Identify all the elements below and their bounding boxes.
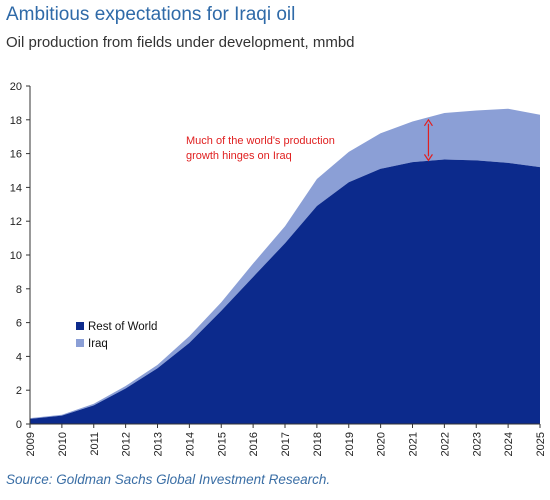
annotation-text: growth hinges on Iraq — [186, 150, 292, 162]
y-tick-label: 2 — [16, 385, 22, 397]
x-tick-label: 2018 — [312, 432, 324, 456]
x-tick-label: 2022 — [439, 432, 451, 456]
y-tick-label: 6 — [16, 318, 22, 330]
y-tick-label: 10 — [10, 250, 22, 262]
y-tick-label: 4 — [16, 351, 22, 363]
annotation-text: Much of the world's production — [186, 135, 335, 147]
x-tick-label: 2009 — [25, 432, 37, 456]
legend-swatch — [76, 339, 84, 347]
x-tick-label: 2023 — [471, 432, 483, 456]
chart-legend: Rest of World Iraq — [76, 321, 157, 350]
x-tick-label: 2019 — [344, 432, 356, 456]
y-tick-label: 16 — [10, 149, 22, 161]
y-tick-label: 0 — [16, 419, 22, 431]
x-tick-label: 2021 — [408, 432, 420, 456]
y-tick-label: 12 — [10, 216, 22, 228]
legend-swatch — [76, 322, 84, 330]
x-tick-label: 2013 — [153, 432, 165, 456]
y-tick-label: 20 — [10, 81, 22, 93]
x-tick-label: 2014 — [184, 432, 196, 456]
x-tick-label: 2016 — [248, 432, 260, 456]
x-tick-label: 2010 — [57, 432, 69, 456]
page-subtitle: Oil production from fields under develop… — [6, 34, 355, 51]
y-tick-label: 14 — [10, 182, 22, 194]
legend-label: Rest of World — [88, 321, 157, 333]
x-tick-label: 2015 — [216, 432, 228, 456]
legend-label: Iraq — [88, 338, 108, 350]
y-tick-label: 18 — [10, 115, 22, 127]
source-note: Source: Goldman Sachs Global Investment … — [6, 472, 330, 487]
x-tick-label: 2017 — [280, 432, 292, 456]
x-tick-label: 2011 — [89, 432, 101, 456]
x-tick-label: 2025 — [535, 432, 547, 456]
page-title: Ambitious expectations for Iraqi oil — [6, 4, 295, 26]
y-tick-label: 8 — [16, 284, 22, 296]
x-tick-label: 2024 — [503, 432, 515, 456]
x-tick-label: 2012 — [121, 432, 133, 456]
chart: 0 2 4 6 8 10 12 14 16 18 20 2009 2010 2011 2012 2013 201… — [0, 70, 550, 470]
x-tick-label: 2020 — [376, 432, 388, 456]
area-rest-of-world — [30, 160, 540, 425]
